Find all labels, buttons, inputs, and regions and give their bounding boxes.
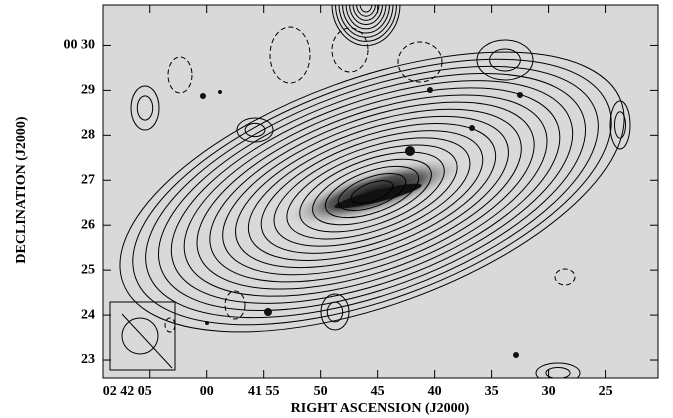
- contour: [342, 5, 390, 34]
- beam-frame: [109, 301, 176, 371]
- contour: [132, 58, 612, 326]
- contour: [145, 65, 599, 319]
- contour: [335, 5, 397, 42]
- star: [517, 92, 523, 98]
- x-tick-label: 45: [371, 384, 385, 399]
- contour: [338, 5, 394, 38]
- x-tick-label: 50: [314, 384, 328, 399]
- dashed-contour: [167, 56, 193, 94]
- x-tick-label: 35: [485, 384, 499, 399]
- x-tick-label: 02 42 05: [103, 384, 152, 399]
- star: [218, 90, 222, 94]
- contour: [136, 95, 154, 121]
- contour: [299, 151, 445, 233]
- contour: [349, 5, 383, 26]
- beam-line: [121, 313, 173, 369]
- star: [205, 321, 209, 325]
- contour: [209, 101, 535, 283]
- contour: [170, 80, 574, 304]
- contour: [609, 100, 631, 150]
- star: [264, 308, 272, 316]
- y-tick-label: 23: [81, 352, 95, 367]
- contour: [286, 144, 458, 240]
- contour: [359, 5, 373, 13]
- contour: [247, 123, 497, 261]
- contour: [312, 158, 432, 226]
- y-tick-label: 00 30: [64, 38, 96, 53]
- star: [405, 146, 415, 156]
- contour: [535, 362, 581, 378]
- contour-layer: [119, 5, 631, 378]
- contour: [356, 5, 376, 17]
- contour: [614, 111, 626, 139]
- contour: [545, 367, 571, 378]
- beam-circle: [121, 317, 159, 355]
- contour: [183, 87, 561, 297]
- y-tick-label: 25: [81, 262, 95, 277]
- contour: [320, 293, 350, 331]
- y-tick-label: 27: [81, 172, 95, 187]
- x-tick-label: 30: [542, 384, 556, 399]
- star: [513, 352, 519, 358]
- y-tick-label: 28: [81, 128, 95, 143]
- y-tick-label: 26: [81, 217, 95, 232]
- contour: [236, 117, 274, 143]
- dashed-contour: [397, 41, 443, 83]
- contour: [350, 180, 394, 204]
- y-axis-label: DECLINATION (J2000): [14, 116, 29, 263]
- contour: [345, 5, 387, 30]
- dashed-contour: [269, 26, 311, 84]
- dashed-contour: [331, 27, 369, 73]
- contour: [476, 39, 534, 81]
- contour: [157, 73, 587, 311]
- star: [427, 87, 433, 93]
- contour: [331, 5, 401, 47]
- contour: [337, 173, 407, 211]
- contour: [489, 48, 521, 72]
- y-tick-label: 29: [81, 83, 95, 98]
- x-axis-label: RIGHT ASCENSION (J2000): [291, 401, 470, 416]
- x-tick-label: 25: [599, 384, 613, 399]
- star: [469, 125, 475, 131]
- contour: [324, 165, 420, 219]
- contour: [352, 5, 380, 21]
- dashed-contour: [224, 290, 246, 320]
- contour: [130, 85, 160, 131]
- x-tick-label: 40: [428, 384, 442, 399]
- contour: [222, 108, 522, 276]
- x-tick-label: 00: [200, 384, 214, 399]
- galaxy-disk: [334, 183, 422, 209]
- beam-box: [109, 301, 176, 371]
- plot-frame: [102, 4, 659, 379]
- contour: [260, 130, 484, 254]
- contour: [273, 137, 471, 247]
- dashed-contour: [554, 268, 576, 286]
- contour: [235, 115, 509, 269]
- star: [200, 93, 206, 99]
- contour: [244, 122, 266, 138]
- x-tick-label: 41 55: [248, 384, 280, 399]
- contour: [326, 301, 344, 323]
- y-tick-label: 24: [81, 307, 95, 322]
- contour: [196, 94, 548, 290]
